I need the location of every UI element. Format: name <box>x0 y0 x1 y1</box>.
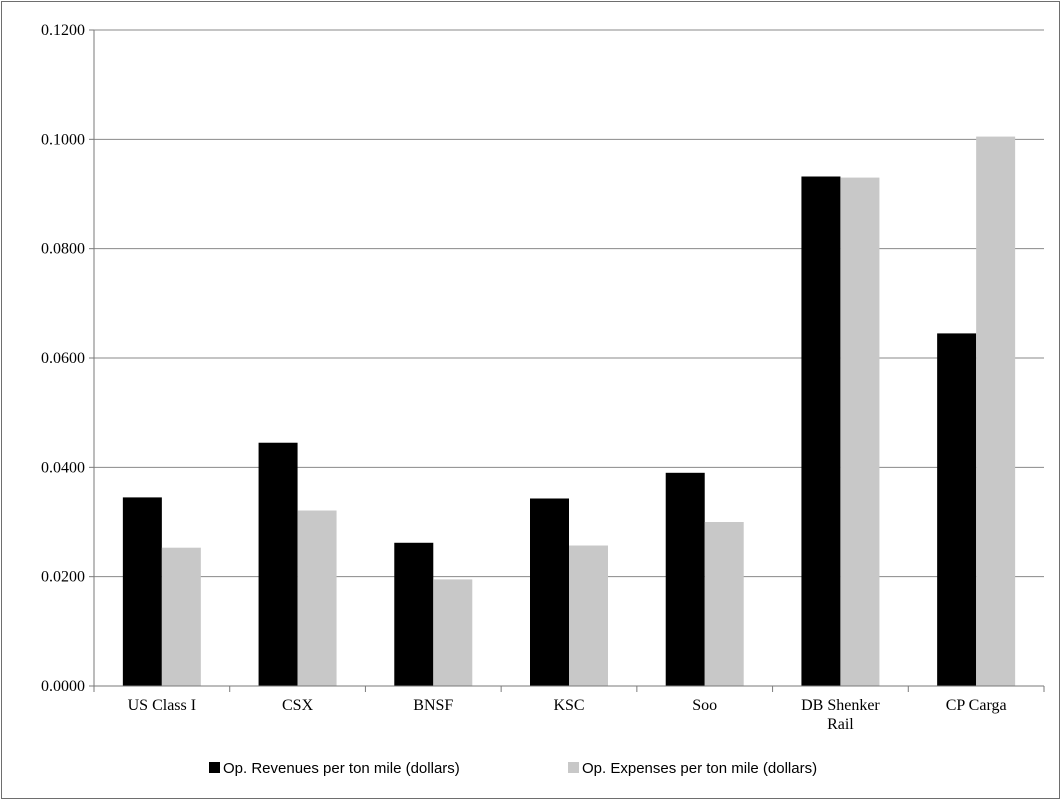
y-tick-label: 0.1000 <box>41 131 85 148</box>
bar <box>297 510 337 686</box>
bar <box>937 333 977 686</box>
legend-label: Op. Expenses per ton mile (dollars) <box>582 760 817 777</box>
y-tick-label: 0.0800 <box>41 241 85 258</box>
y-tick-label: 0.0400 <box>41 459 85 476</box>
bars <box>122 136 1016 687</box>
bar <box>976 136 1016 687</box>
legend: Op. Revenues per ton mile (dollars) Op. E… <box>209 760 817 777</box>
bar <box>161 547 201 686</box>
bar <box>122 497 162 686</box>
x-tick-label: US Class I <box>128 697 196 714</box>
bar <box>840 177 880 686</box>
x-tick-label: KSC <box>553 697 584 714</box>
y-tick-label: 0.0200 <box>41 569 85 586</box>
gridlines <box>94 29 1044 578</box>
bar <box>801 176 841 687</box>
x-tick-labels: US Class I CSX BNSF KSC Soo DB Shenker Rail CP … <box>128 697 1007 733</box>
x-tick-label: CP Carga <box>946 697 1007 714</box>
bar <box>665 472 705 686</box>
axes <box>89 29 1045 692</box>
bar <box>530 498 569 686</box>
y-tick-label: 0.1200 <box>41 22 85 39</box>
y-tick-label: 0.0000 <box>41 678 85 695</box>
bar <box>704 522 744 686</box>
y-tick-label: 0.0600 <box>41 350 85 367</box>
legend-label: Op. Revenues per ton mile (dollars) <box>223 760 460 777</box>
x-tick-label: CSX <box>282 697 314 714</box>
y-tick-labels: 0.0000 0.0200 0.0400 0.0600 0.0800 0.1000 0.12… <box>41 22 85 695</box>
x-tick-label: BNSF <box>413 697 453 714</box>
x-tick-label: Soo <box>692 697 717 714</box>
bar <box>569 545 608 686</box>
x-tick-label: Rail <box>827 716 854 733</box>
legend-swatch <box>209 762 220 773</box>
bar <box>433 579 473 686</box>
x-tick-label: DB Shenker <box>801 697 880 714</box>
legend-swatch <box>568 762 579 773</box>
bar <box>394 542 434 686</box>
bar <box>258 442 298 686</box>
